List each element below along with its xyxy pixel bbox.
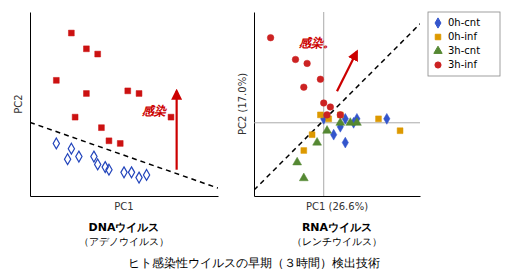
figure-title: ヒト感染性ウイルスの早期（３時間）検出技術 xyxy=(128,256,380,270)
x-axis-title: PC1 xyxy=(114,201,133,212)
point xyxy=(121,167,127,178)
legend-item: 0h-cnt xyxy=(435,17,480,28)
point xyxy=(136,172,142,183)
legend-item: 0h-inf xyxy=(435,31,477,42)
point xyxy=(304,60,311,67)
panel: PC1 (26.6%) PC2 (17.0%) 感染。 RNAウイルス （レンチウイルス… xyxy=(237,12,500,247)
chart-svg: ヒト感染性ウイルスの早期（３時間）検出技術 PC1 PC2 感染 DNAウイルス （アデノ… xyxy=(0,0,507,275)
series-line xyxy=(254,24,420,190)
legend-marker xyxy=(435,34,440,39)
point xyxy=(106,138,112,144)
point xyxy=(299,173,308,181)
legend-item: 3h-cnt xyxy=(434,45,480,56)
legend-label: 0h-cnt xyxy=(448,17,480,28)
panel-subtitle: （レンチウイルス） xyxy=(292,236,382,247)
point xyxy=(267,34,274,41)
y-axis-title: PC2 xyxy=(13,94,24,113)
panel-subtitle: （アデノウイルス） xyxy=(79,236,169,247)
point xyxy=(168,114,174,120)
arrow xyxy=(176,91,178,170)
y-axis-line xyxy=(30,13,31,197)
point xyxy=(337,112,344,119)
point xyxy=(323,126,332,134)
point xyxy=(106,164,112,175)
annotation-text: 感染 xyxy=(142,104,168,118)
x-axis-title: PC1 (26.6%) xyxy=(306,201,368,212)
legend-label: 3h-cnt xyxy=(448,45,480,56)
legend-box xyxy=(428,12,500,76)
x-axis-line xyxy=(255,196,421,197)
point xyxy=(95,159,101,170)
plot-area xyxy=(254,12,420,196)
panel-title: DNAウイルス xyxy=(89,221,160,234)
point xyxy=(83,91,89,97)
point xyxy=(292,56,299,63)
point xyxy=(313,137,322,145)
point xyxy=(376,116,382,122)
legend-label: 0h-inf xyxy=(448,31,477,42)
point xyxy=(337,112,343,118)
point xyxy=(384,113,390,124)
legend-marker xyxy=(434,46,442,53)
point xyxy=(125,88,131,94)
point xyxy=(342,137,348,148)
legend-item: 3h-inf xyxy=(435,59,478,70)
point xyxy=(72,114,78,120)
annotation-text: 感染。 xyxy=(299,36,335,50)
y-axis-title: PC2 (17.0%) xyxy=(237,73,248,135)
plot-area xyxy=(30,30,218,188)
y-axis xyxy=(254,13,255,197)
series-points xyxy=(267,34,343,118)
series-points xyxy=(293,118,362,181)
point xyxy=(117,141,123,147)
series-points xyxy=(53,30,174,146)
point xyxy=(99,125,105,131)
series-points xyxy=(301,112,403,153)
x-axis xyxy=(255,196,421,197)
point xyxy=(68,30,74,36)
legend-label: 3h-inf xyxy=(448,59,477,70)
point xyxy=(336,118,345,126)
point xyxy=(331,129,337,140)
y-axis-line xyxy=(254,13,255,197)
point xyxy=(301,148,307,154)
point xyxy=(68,143,74,154)
point xyxy=(317,112,323,118)
point xyxy=(317,76,324,83)
point xyxy=(53,138,59,149)
series-points xyxy=(53,138,150,183)
point xyxy=(76,151,82,162)
point xyxy=(320,100,327,107)
point xyxy=(293,157,302,165)
panel-title: RNAウイルス xyxy=(302,221,372,234)
point xyxy=(136,91,142,97)
x-axis xyxy=(31,196,219,197)
x-axis-line xyxy=(31,196,219,197)
point xyxy=(301,84,308,91)
point xyxy=(53,77,59,83)
point xyxy=(95,51,101,57)
legend-marker xyxy=(435,62,441,68)
point xyxy=(397,128,403,134)
point xyxy=(327,104,334,111)
arrow xyxy=(337,52,357,92)
series-points xyxy=(321,113,390,148)
point xyxy=(128,167,134,178)
point xyxy=(83,46,89,52)
point xyxy=(143,170,149,181)
panel: PC1 PC2 感染 DNAウイルス （アデノウイルス） xyxy=(13,13,219,248)
series-line xyxy=(30,122,218,188)
point xyxy=(64,154,70,165)
point xyxy=(352,118,361,126)
y-axis xyxy=(30,13,31,197)
legend: 0h-cnt 0h-inf 3h-cnt 3h-inf xyxy=(428,12,500,76)
point xyxy=(324,112,331,119)
legend-marker xyxy=(435,18,441,28)
point xyxy=(91,151,97,162)
point xyxy=(309,132,315,138)
